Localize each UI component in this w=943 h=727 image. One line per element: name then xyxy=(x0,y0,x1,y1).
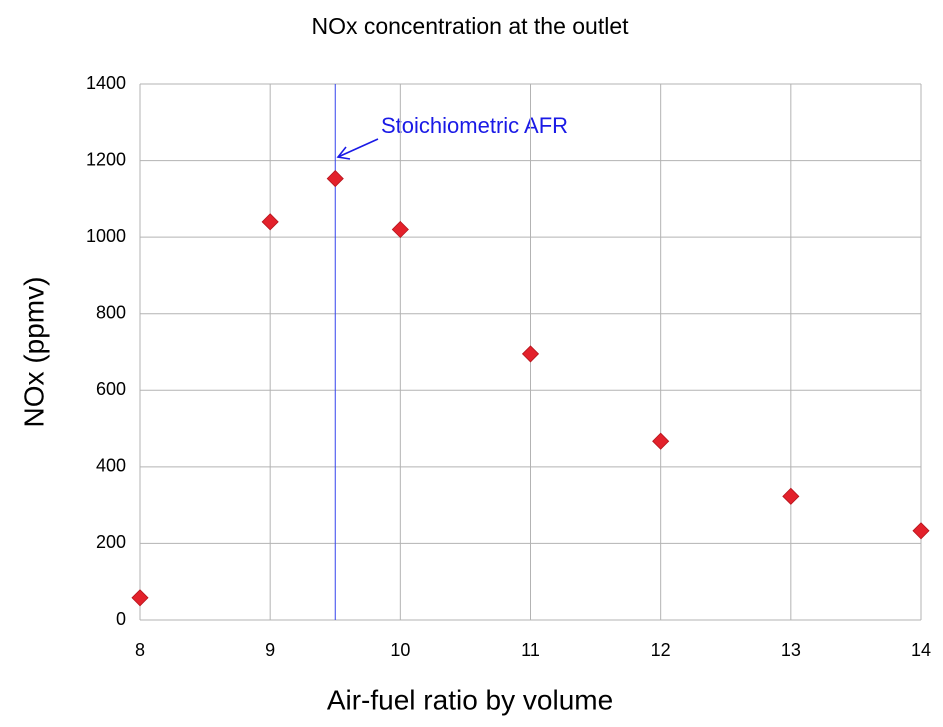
point xyxy=(652,432,670,450)
point xyxy=(131,589,149,607)
y-tick-label: 0 xyxy=(116,609,126,629)
y-tick-label: 400 xyxy=(96,456,126,476)
x-tick-label: 12 xyxy=(651,640,671,660)
y-tick-label: 1200 xyxy=(86,149,126,169)
point xyxy=(391,220,409,239)
x-tick-label: 13 xyxy=(781,640,801,660)
x-tick-label: 9 xyxy=(265,640,275,660)
point xyxy=(261,213,279,231)
x-tick-label: 14 xyxy=(911,640,931,660)
x-tick-label: 11 xyxy=(521,640,540,660)
point xyxy=(782,487,800,505)
y-tick-label: 1400 xyxy=(86,73,126,93)
point xyxy=(326,170,344,188)
y-tick-label: 200 xyxy=(96,532,126,552)
chart-title: NOx concentration at the outlet xyxy=(311,13,629,39)
annotation-arrow xyxy=(336,138,379,160)
y-tick-label: 800 xyxy=(96,302,126,322)
point xyxy=(521,345,540,363)
annotation: Stoichiometric AFR xyxy=(381,113,568,138)
y-axis-label: NOx (ppmv) xyxy=(18,277,49,428)
y-tick-label: 1000 xyxy=(86,226,126,246)
x-tick-label: 8 xyxy=(135,640,145,660)
y-tick-label: 600 xyxy=(96,379,126,399)
x-tick-label: 10 xyxy=(390,640,410,660)
point xyxy=(912,522,930,540)
x-axis-label: Air-fuel ratio by volume xyxy=(327,684,613,715)
